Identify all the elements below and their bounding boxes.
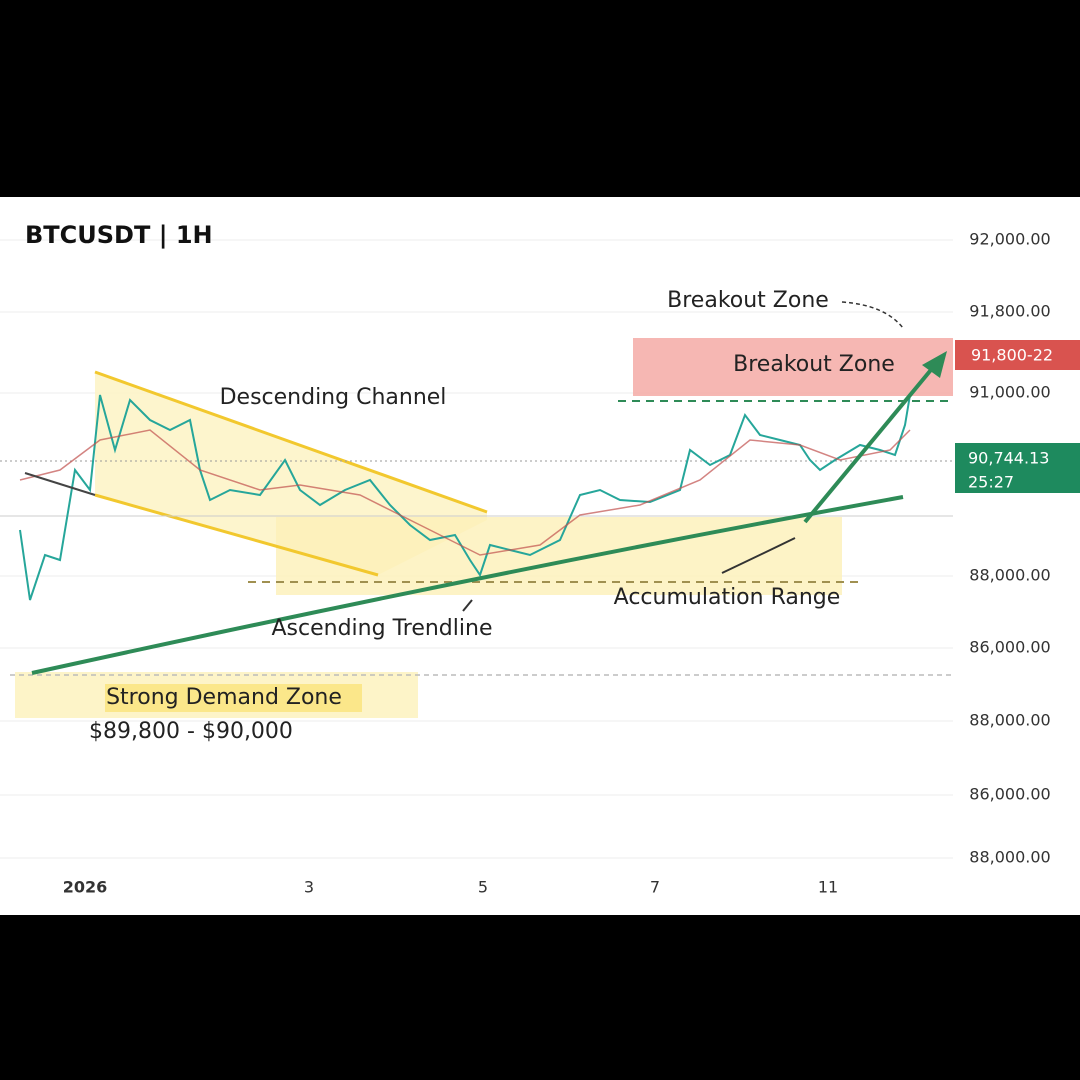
range-arrow — [721, 537, 796, 574]
callout-arrow — [841, 301, 904, 329]
annotation: Strong Demand Zone — [106, 685, 342, 710]
price-label: 88,000.00 — [969, 711, 1050, 730]
badge-text: 90,744.13 — [968, 449, 1049, 468]
demand-label-bg — [105, 684, 362, 712]
time-label: 7 — [650, 878, 660, 897]
annotation: Descending Channel — [220, 385, 447, 410]
price-badge — [955, 443, 1080, 493]
time-axis: 2026 3 5 7 11 — [63, 878, 838, 897]
ascending-trendline — [31, 495, 904, 675]
annotation: Breakout Zone — [733, 352, 895, 377]
badge-text: 91,800-22 — [971, 346, 1053, 365]
breakout-badge — [955, 340, 1080, 370]
price-label: 88,000.00 — [969, 566, 1050, 585]
title: BTCUSDT | 1H — [25, 221, 213, 249]
time-label: 3 — [304, 878, 314, 897]
arrow-head — [922, 351, 947, 378]
channel-bottom — [94, 493, 379, 577]
breakout-zone — [633, 338, 953, 396]
price-label: 88,000.00 — [969, 848, 1050, 867]
badge-text: 25:27 — [968, 473, 1014, 492]
time-label: 11 — [818, 878, 838, 897]
price-label: 92,000.00 — [969, 230, 1050, 249]
breakout-arrow — [803, 363, 937, 524]
moving-average — [19, 429, 911, 556]
price-line — [19, 394, 911, 601]
price-label: 86,000.00 — [969, 638, 1050, 657]
time-label: 2026 — [63, 878, 108, 897]
annotation: Breakout Zone — [667, 288, 829, 313]
annotation: $89,800 - $90,000 — [89, 719, 293, 744]
price-label: 91,000.00 — [969, 383, 1050, 402]
price-axis: 92,000.00 91,800.00 91,000.00 88,000.00 … — [969, 230, 1050, 867]
annotation: Ascending Trendline — [272, 616, 493, 641]
price-label: 91,800.00 — [969, 302, 1050, 321]
annotation: Accumulation Range — [614, 585, 841, 610]
price-label: 86,000.00 — [969, 785, 1050, 804]
channel-top — [94, 370, 488, 514]
prior-trend — [24, 472, 96, 496]
trend-arrow — [462, 599, 473, 612]
time-label: 5 — [478, 878, 488, 897]
